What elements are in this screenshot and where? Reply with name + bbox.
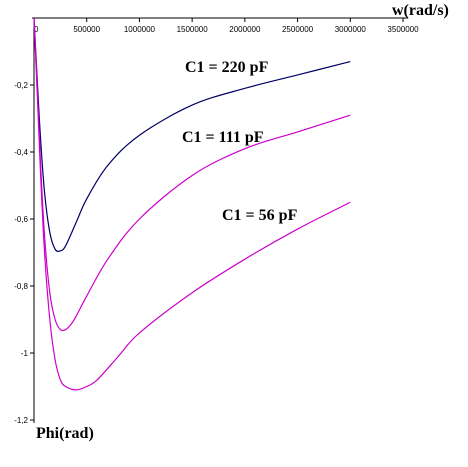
series-lines [33, 17, 351, 391]
x-tick-label: 2500000 [282, 25, 314, 34]
series-line-1 [33, 17, 351, 332]
y-tick-label: -0,4 [14, 148, 28, 157]
y-tick-label: -0,6 [14, 215, 28, 224]
y-tick-label: -0,2 [14, 81, 28, 90]
x-axis-title: w(rad/s) [392, 2, 449, 19]
series-label-c1-220: C1 = 220 pF [185, 59, 269, 76]
y-tick-label: -1 [21, 349, 29, 358]
x-tick-label: 3000000 [335, 25, 367, 34]
axis-ticks: 0 500000 1000000 1500000 2000000 2500000 30000… [14, 18, 419, 425]
x-tick-label: 3500000 [387, 25, 419, 34]
series-label-c1-111: C1 = 111 pF [182, 129, 264, 146]
y-axis-title: Phi(rad) [36, 425, 94, 442]
series-label-c1-56: C1 = 56 pF [222, 207, 298, 224]
y-tick-label: -0,8 [14, 282, 28, 291]
series-line-0 [33, 17, 351, 252]
x-tick-label: 2000000 [229, 25, 261, 34]
x-tick-label: 1000000 [124, 25, 156, 34]
y-tick-label: -1,2 [14, 416, 28, 425]
x-tick-label: 500000 [73, 25, 100, 34]
series-line-2 [33, 17, 351, 391]
x-tick-label: 0 [34, 25, 39, 34]
x-tick-label: 1500000 [177, 25, 209, 34]
